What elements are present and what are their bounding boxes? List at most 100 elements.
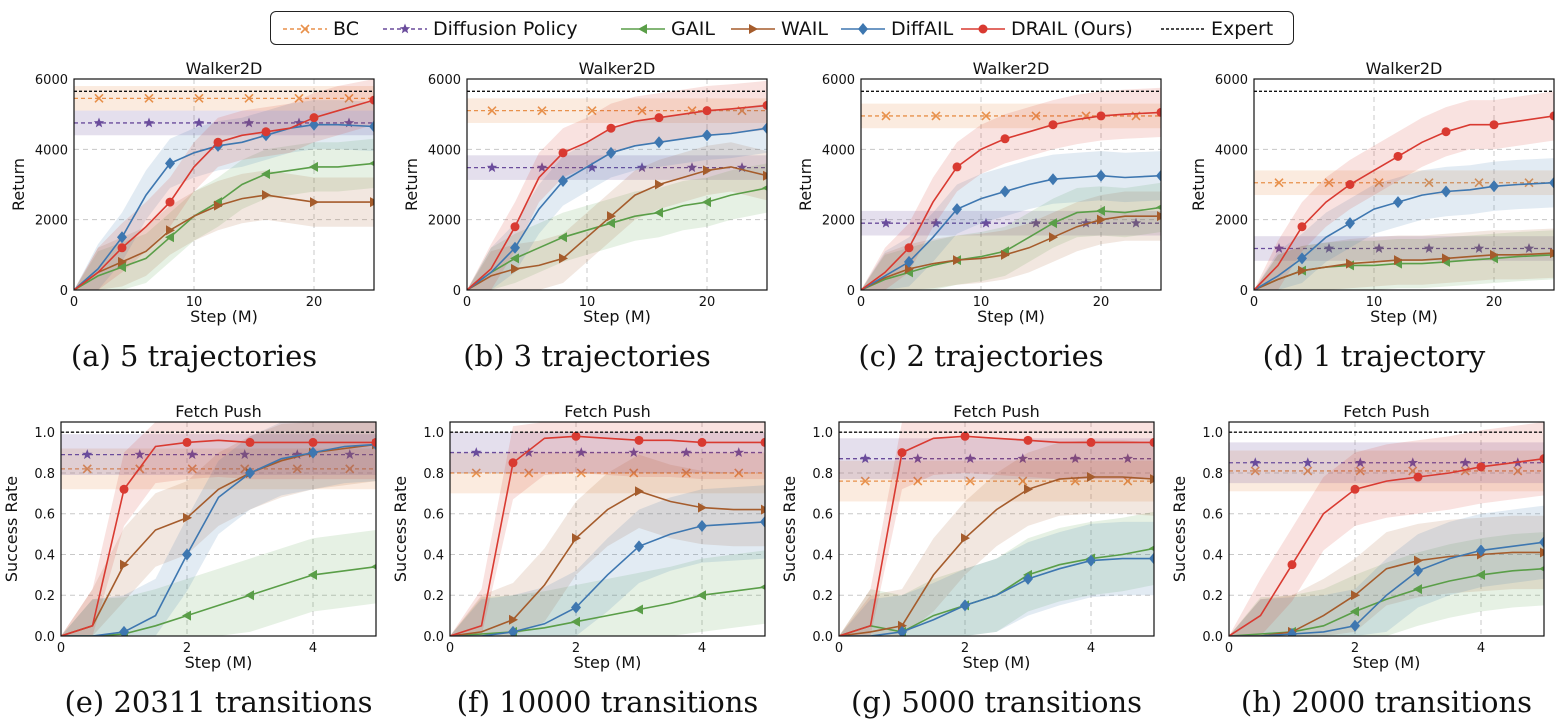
marker-wail xyxy=(1049,232,1058,243)
marker-drail-ours xyxy=(697,437,707,447)
marker-gail xyxy=(1096,205,1105,216)
marker-diffusion-policy xyxy=(860,453,871,464)
marker-bc xyxy=(629,468,639,478)
y-tick-label: 1.0 xyxy=(1202,426,1223,441)
x-axis-label: Step (M) xyxy=(1353,653,1421,672)
y-tick-label: 2000 xyxy=(1215,214,1248,229)
marker-bc xyxy=(931,111,941,121)
line-drail-ours xyxy=(450,435,765,636)
y-tick-label: 1.0 xyxy=(423,426,444,441)
marker-bc xyxy=(1018,476,1028,486)
y-tick-label: 0.4 xyxy=(34,548,55,563)
marker-wail xyxy=(1150,474,1154,485)
marker-wail xyxy=(698,502,707,513)
marker-diffusion-policy xyxy=(1130,217,1142,228)
marker-wail xyxy=(120,559,129,570)
marker-wail xyxy=(310,197,319,208)
marker-bc xyxy=(292,464,302,474)
y-tick-label: 0 xyxy=(60,284,68,299)
marker-gail xyxy=(558,232,567,243)
x-tick-label: 10 xyxy=(973,295,990,310)
x-tick-label: 2 xyxy=(1351,641,1359,656)
marker-diffail xyxy=(1086,554,1096,567)
marker-drail-ours xyxy=(1297,222,1307,232)
marker-bc xyxy=(1031,111,1041,121)
band-wail xyxy=(1229,515,1544,636)
legend-entry-drail-ours: DRAIL (Ours) xyxy=(961,18,1133,40)
legend-marker xyxy=(638,24,647,34)
line-drail-ours xyxy=(1229,457,1544,636)
marker-diffail xyxy=(1350,619,1360,632)
panel-1: 0 2000 4000 6000 0 10 20 Walker2D Step (M) Return… xyxy=(9,59,375,373)
legend-label: Expert xyxy=(1211,18,1273,40)
y-tick-label: 0.0 xyxy=(34,630,55,645)
y-tick-label: 1.0 xyxy=(34,426,55,441)
y-axis-label: Return xyxy=(402,158,421,211)
marker-bc xyxy=(144,93,154,103)
marker-bc xyxy=(187,464,197,474)
line-gail xyxy=(61,565,376,636)
marker-diffusion-policy xyxy=(536,162,548,173)
y-axis-label: Success Rate xyxy=(1170,476,1189,582)
legend-entry-bc: BC xyxy=(283,18,359,40)
marker-wail xyxy=(1442,253,1451,264)
marker-diffusion-policy xyxy=(965,453,976,464)
marker-bc xyxy=(244,93,254,103)
legend-entry-diffail: DiffAIL xyxy=(841,18,954,40)
marker-drail-ours xyxy=(245,437,255,447)
marker-diffail xyxy=(654,136,664,149)
y-tick-label: 0.8 xyxy=(1202,467,1223,482)
band-gail xyxy=(839,511,1154,636)
marker-gail xyxy=(762,185,767,191)
marker-diffusion-policy xyxy=(1523,243,1535,253)
marker-diffusion-policy xyxy=(1473,243,1485,253)
marker-diffail xyxy=(1000,185,1010,198)
band-wail xyxy=(61,422,376,636)
marker-bc xyxy=(681,468,691,478)
y-tick-label: 0.6 xyxy=(34,508,55,523)
marker-drail-ours xyxy=(1549,111,1554,121)
marker-diffail xyxy=(1149,552,1154,565)
marker-diffusion-policy xyxy=(1323,243,1335,253)
marker-diffusion-policy xyxy=(239,449,250,460)
marker-bc xyxy=(637,106,647,116)
marker-wail xyxy=(572,533,581,544)
marker-drail-ours xyxy=(760,437,765,447)
band-diffail xyxy=(61,422,376,636)
band-gail xyxy=(450,550,765,636)
marker-wail xyxy=(183,512,192,523)
y-tick-label: 2000 xyxy=(822,214,855,229)
legend-box: BC Diffusion Policy GAIL WAIL DiffAIL DRAIL (… xyxy=(270,11,1294,45)
legend-entry-wail: WAIL xyxy=(731,18,828,40)
panel-4: 0 2000 4000 6000 0 10 20 Walker2D Step (M) Return… xyxy=(1189,59,1555,373)
marker-drail-ours xyxy=(510,222,520,232)
marker-diffusion-policy xyxy=(736,162,748,173)
panel-caption: (g) 5000 transitions xyxy=(851,685,1142,719)
x-axis-label: Step (M) xyxy=(963,653,1031,672)
panel-title: Fetch Push xyxy=(564,402,650,421)
marker-drail-ours xyxy=(1345,180,1355,189)
y-axis-label: Return xyxy=(1189,158,1208,211)
legend-marker xyxy=(858,23,868,35)
marker-gail xyxy=(1413,584,1422,595)
panel-title: Walker2D xyxy=(1366,59,1443,78)
marker-diffail xyxy=(1096,169,1106,182)
marker-drail-ours xyxy=(261,127,271,137)
marker-wail xyxy=(1157,211,1161,222)
marker-bc xyxy=(194,93,204,103)
marker-diffail xyxy=(369,120,374,133)
marker-wail xyxy=(961,533,970,544)
panel-5: 0.0 0.2 0.4 0.6 0.8 1.0 0 2 4 Fetch Push Step (M) S… xyxy=(2,402,377,719)
marker-diffail xyxy=(1549,176,1554,189)
marker-gail xyxy=(571,616,580,627)
band-diffail xyxy=(861,151,1161,290)
x-tick-label: 0 xyxy=(57,641,65,656)
marker-diffail xyxy=(1048,173,1058,186)
marker-bc xyxy=(82,464,92,474)
axes-frame xyxy=(838,421,1155,637)
marker-diffail xyxy=(697,519,707,532)
y-tick-label: 4000 xyxy=(822,143,855,158)
marker-diffail xyxy=(1156,169,1161,182)
band-diffail xyxy=(1229,505,1544,636)
